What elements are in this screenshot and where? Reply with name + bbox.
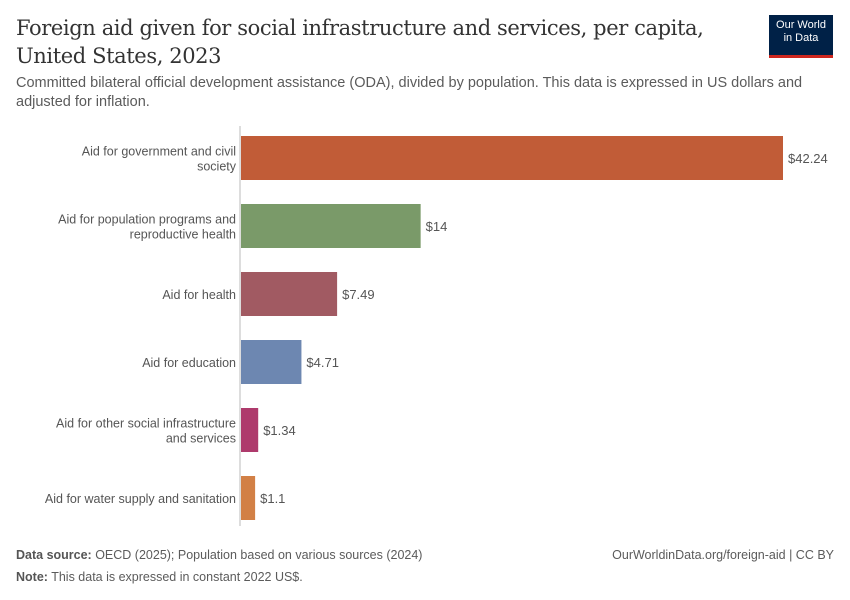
chart-title: Foreign aid given for social infrastruct… — [16, 16, 704, 68]
source-text: OECD (2025); Population based on various… — [91, 548, 423, 562]
bar[interactable] — [241, 136, 783, 180]
category-label: Aid for water supply and sanitation — [45, 492, 236, 506]
value-label: $4.71 — [306, 355, 339, 370]
category-label: Aid for population programs and — [58, 213, 236, 227]
value-label: $42.24 — [788, 151, 828, 166]
source-url[interactable]: OurWorldinData.org/foreign-aid | CC BY — [612, 548, 834, 562]
category-label: Aid for education — [142, 356, 236, 370]
note: Note: This data is expressed in constant… — [16, 570, 303, 584]
chart-subtitle: Committed bilateral official development… — [16, 75, 803, 110]
source-label: Data source: — [16, 548, 92, 562]
category-label: and services — [166, 432, 236, 446]
data-source: Data source: OECD (2025); Population bas… — [16, 548, 422, 562]
bar[interactable] — [241, 408, 259, 452]
bar[interactable] — [241, 272, 338, 316]
category-label: society — [197, 160, 237, 174]
value-label: $7.49 — [342, 287, 375, 302]
bar[interactable] — [241, 476, 256, 520]
value-label: $1.1 — [260, 491, 285, 506]
logo-line1: Our World — [776, 19, 826, 31]
bar[interactable] — [241, 340, 302, 384]
value-label: $1.34 — [263, 423, 296, 438]
category-label: Aid for health — [162, 288, 236, 302]
bar[interactable] — [241, 204, 421, 248]
logo-line2: in Data — [783, 32, 819, 44]
note-label: Note: — [16, 570, 48, 584]
category-label: Aid for other social infrastructure — [56, 417, 236, 431]
value-label: $14 — [426, 219, 448, 234]
owid-logo[interactable]: Our World in Data — [769, 15, 833, 58]
note-text: This data is expressed in constant 2022 … — [47, 570, 303, 584]
category-label: Aid for government and civil — [82, 145, 236, 159]
category-label: reproductive health — [130, 228, 236, 242]
